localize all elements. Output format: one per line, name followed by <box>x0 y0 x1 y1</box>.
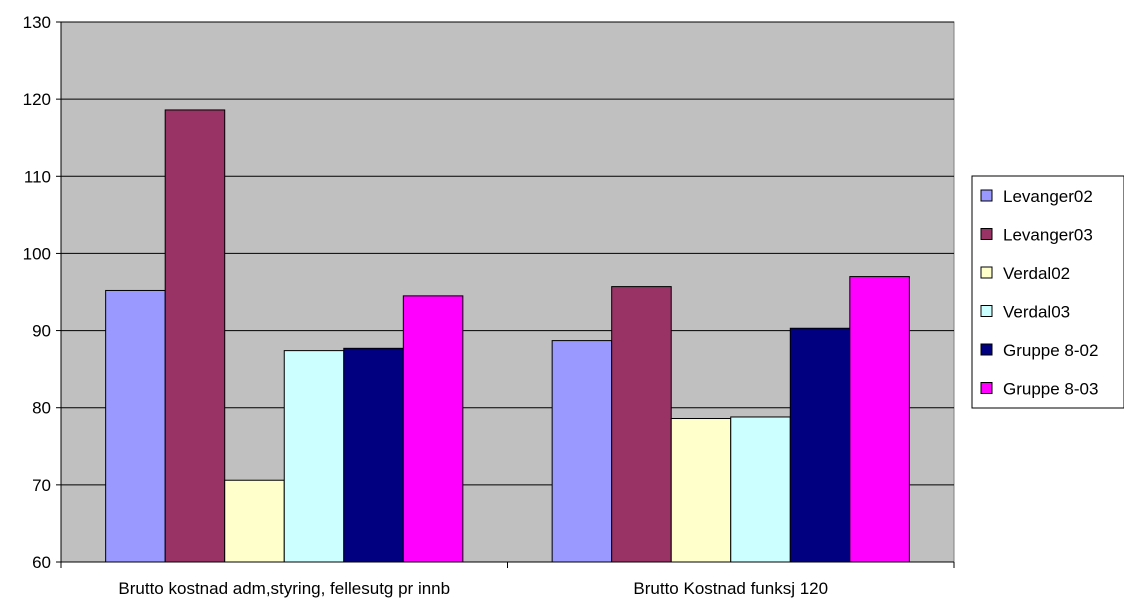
bar-levanger03 <box>164 109 226 563</box>
y-tick-label: 130 <box>23 13 51 32</box>
y-tick-label: 110 <box>24 167 51 186</box>
legend-label: Levanger03 <box>1003 226 1093 245</box>
bar-gruppe-8-02 <box>789 327 851 563</box>
legend-label: Verdal03 <box>1003 303 1070 322</box>
x-category-labels: Brutto kostnad adm,styring, fellesutg pr… <box>118 579 828 598</box>
bars <box>105 109 910 563</box>
y-tick-label: 70 <box>32 476 51 495</box>
bar-levanger02 <box>105 289 166 563</box>
bar-gruppe-8-03 <box>849 276 910 563</box>
bar-verdal03 <box>730 416 791 563</box>
x-category-label: Brutto kostnad adm,styring, fellesutg pr… <box>118 579 450 598</box>
legend-swatch <box>980 343 993 356</box>
legend-box <box>971 175 1124 409</box>
bar-verdal03 <box>283 350 345 563</box>
bar-levanger02 <box>551 340 613 563</box>
legend-label: Levanger02 <box>1003 187 1093 206</box>
legend-swatch <box>980 382 993 394</box>
axes <box>56 21 955 568</box>
bar-gruppe-8-03 <box>402 295 464 563</box>
y-tick-label: 60 <box>32 553 51 572</box>
legend-label: Gruppe 8-02 <box>1003 341 1098 360</box>
legend: Levanger02 Levanger03 Verdal02 Verdal03 Grup… <box>971 175 1124 409</box>
y-tick-label: 80 <box>32 399 51 418</box>
legend-swatch <box>980 266 993 279</box>
y-tick-label: 90 <box>32 322 51 341</box>
y-tick-label: 100 <box>23 244 51 263</box>
bar-gruppe-8-02 <box>343 347 404 563</box>
legend-swatch <box>980 189 993 202</box>
legend-label: Verdal02 <box>1003 264 1070 283</box>
y-tick-label: 120 <box>23 90 51 109</box>
y-tick-labels: 60 70 80 90 100 110 120 130 <box>23 13 51 572</box>
bar-verdal02 <box>224 479 285 563</box>
legend-swatch <box>980 305 993 317</box>
bar-verdal02 <box>670 418 732 563</box>
legend-swatch <box>980 228 993 240</box>
legend-label: Gruppe 8-03 <box>1003 380 1098 399</box>
x-category-label: Brutto Kostnad funksj 120 <box>633 579 828 598</box>
bar-levanger03 <box>611 286 672 563</box>
